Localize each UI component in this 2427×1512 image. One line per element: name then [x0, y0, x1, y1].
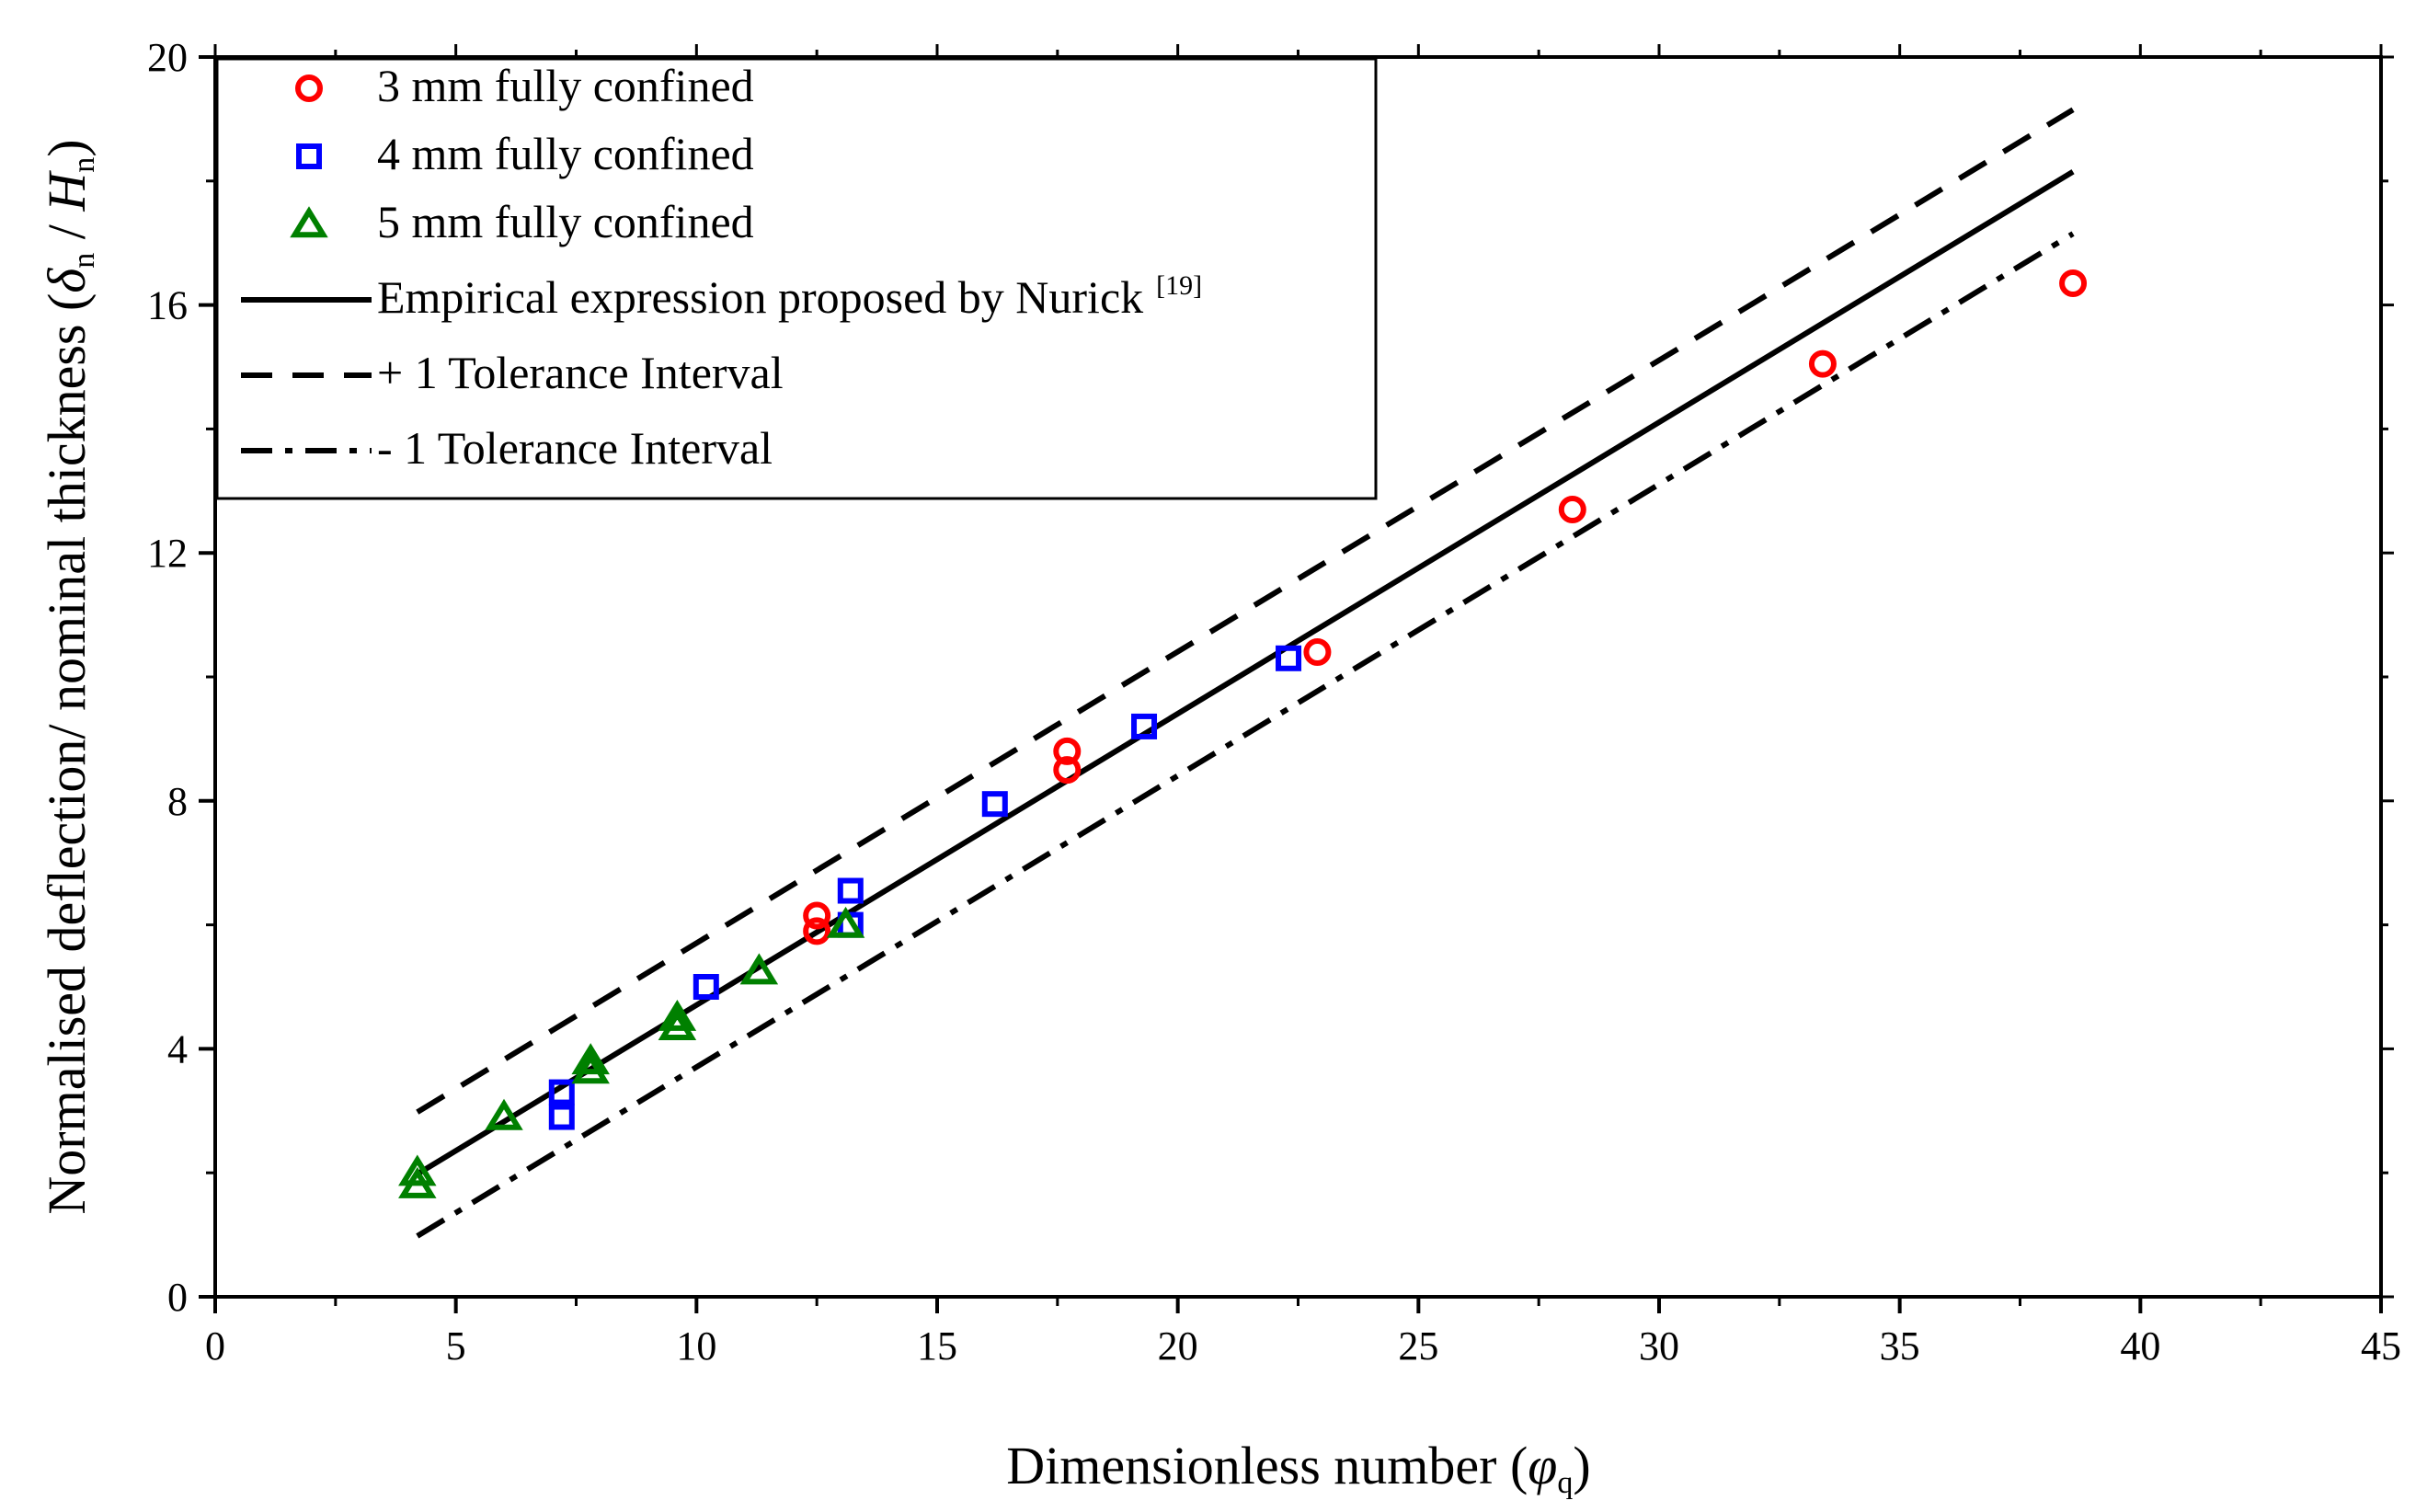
square-point	[1131, 713, 1158, 739]
square-point	[548, 1079, 575, 1105]
line-dashdot	[416, 231, 2075, 1239]
y-tick-label: 8	[167, 779, 188, 824]
circle-point	[803, 901, 831, 930]
square-point	[981, 791, 1008, 818]
triangle-point	[658, 1009, 697, 1041]
triangle-point	[485, 1098, 523, 1130]
line-solid	[416, 169, 2075, 1177]
y-axis-title: Normalised deflection/ nominal thickness…	[37, 139, 101, 1214]
legend-box	[215, 57, 1378, 500]
x-tick-label: 45	[2361, 1323, 2401, 1369]
legend-square-symbol	[296, 143, 322, 169]
legend-label: + 1 Tolerance Interval	[377, 347, 784, 398]
triangle-point	[739, 953, 779, 985]
x-tick-label: 0	[205, 1323, 225, 1369]
x-tick-label: 20	[1158, 1323, 1198, 1369]
square-point	[548, 1104, 575, 1130]
triangle-point	[398, 1154, 437, 1186]
legend-label: Empirical expression proposed by Nurick[…	[377, 270, 1202, 323]
triangle-point	[658, 999, 697, 1031]
y-tick-label: 16	[147, 283, 188, 328]
circle-point	[1053, 756, 1082, 785]
triangle-point	[571, 1052, 610, 1084]
circle-point	[1808, 349, 1837, 378]
circle-point	[1558, 496, 1586, 524]
y-tick-label: 12	[147, 531, 188, 576]
legend-label: - 1 Tolerance Interval	[377, 422, 773, 474]
x-tick-label: 40	[2120, 1323, 2160, 1369]
square-point	[837, 877, 864, 904]
x-tick-label: 25	[1398, 1323, 1438, 1369]
y-tick-label: 0	[167, 1275, 188, 1320]
legend-label: 4 mm fully confined	[377, 128, 754, 179]
legend: 3 mm fully confined 4 mm fully confined 5 …	[215, 57, 1378, 500]
line-dash	[416, 107, 2075, 1115]
circle-point	[1303, 638, 1332, 667]
legend-label: 3 mm fully confined	[377, 60, 754, 111]
square-point	[1276, 645, 1302, 671]
x-axis-title: Dimensionless number (φq)	[1006, 1436, 1590, 1500]
x-tick-label: 15	[917, 1323, 957, 1369]
circle-point	[803, 917, 831, 945]
legend-triangle-symbol	[290, 206, 328, 238]
circle-point	[2059, 269, 2088, 298]
circle-point	[1053, 737, 1082, 765]
x-tick-label: 30	[1639, 1323, 1679, 1369]
square-point	[693, 974, 719, 1000]
y-tick-label: 4	[167, 1026, 188, 1071]
x-tick-label: 35	[1880, 1323, 1920, 1369]
legend-label: 5 mm fully confined	[377, 196, 754, 247]
triangle-point	[826, 906, 865, 938]
legend-circle-symbol	[295, 74, 323, 102]
x-tick-label: 10	[676, 1323, 716, 1369]
triangle-point	[571, 1043, 610, 1075]
triangle-point	[398, 1166, 437, 1198]
x-tick-label: 5	[446, 1323, 466, 1369]
y-tick-label: 20	[147, 35, 188, 80]
